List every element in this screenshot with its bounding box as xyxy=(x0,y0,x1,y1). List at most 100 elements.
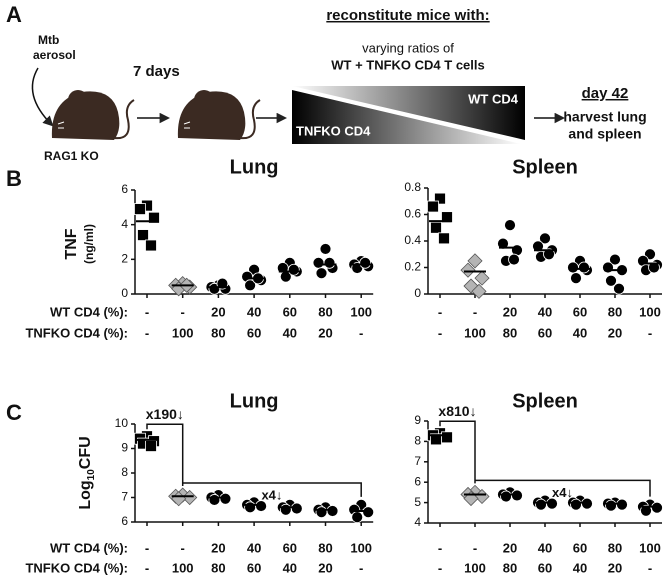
point xyxy=(471,283,487,299)
point xyxy=(441,211,453,224)
point xyxy=(290,502,303,515)
category-label: 80 xyxy=(608,304,622,319)
point xyxy=(315,506,328,519)
y-label-sub: 10 xyxy=(86,469,97,481)
category-label: - xyxy=(145,325,149,340)
y-tick-label: 8 xyxy=(414,434,421,448)
y-tick-label: 7 xyxy=(414,454,421,468)
category-label: 60 xyxy=(573,304,587,319)
point xyxy=(535,498,547,511)
category-label: 60 xyxy=(538,325,552,340)
mtb-label: Mtb xyxy=(38,33,59,47)
category-label: 20 xyxy=(211,304,225,319)
panel-label: A xyxy=(6,2,22,27)
category-label: - xyxy=(438,560,442,575)
category-label: 20 xyxy=(608,560,622,575)
category-label: - xyxy=(648,560,652,575)
row-label: WT CD4 (%): xyxy=(50,540,128,555)
category-label: - xyxy=(145,560,149,575)
y-tick-label: 5 xyxy=(414,495,421,509)
aerosol-arrow xyxy=(31,67,54,127)
annotation: x4↓ xyxy=(261,487,282,502)
category-label: 100 xyxy=(464,560,486,575)
category-label: - xyxy=(359,560,363,575)
point xyxy=(511,489,523,502)
strain-label: RAG1 KO xyxy=(44,149,99,163)
point xyxy=(244,279,257,292)
point xyxy=(508,253,520,266)
category-label: - xyxy=(438,325,442,340)
y-label-part: CFU xyxy=(77,436,94,469)
category-label: 80 xyxy=(211,325,225,340)
y-tick-label: 0.4 xyxy=(404,233,421,247)
point xyxy=(497,237,509,250)
y-tick-label: 9 xyxy=(121,441,128,455)
category-label: - xyxy=(438,304,442,319)
category-label: 80 xyxy=(318,540,332,555)
point xyxy=(134,203,146,215)
category-label: 40 xyxy=(538,304,552,319)
gradient-label: TNFKO CD4 xyxy=(296,123,371,138)
category-label: - xyxy=(438,540,442,555)
point xyxy=(362,506,375,519)
y-tick-label: 6 xyxy=(414,474,421,488)
point xyxy=(613,282,625,295)
category-label: 40 xyxy=(573,560,587,575)
category-label: 20 xyxy=(211,540,225,555)
category-label: 40 xyxy=(538,540,552,555)
mouse xyxy=(51,90,135,140)
point xyxy=(434,192,446,205)
point xyxy=(312,256,325,269)
y-axis-label: (ng/ml) xyxy=(82,224,96,264)
y-tick-label: 0.6 xyxy=(404,207,421,221)
point xyxy=(500,490,512,503)
point xyxy=(148,211,160,224)
category-label: 80 xyxy=(503,325,517,340)
point xyxy=(640,504,652,517)
point xyxy=(323,256,336,269)
chart-title: Lung xyxy=(230,156,279,178)
point xyxy=(430,221,442,234)
point xyxy=(287,263,300,276)
annotation: x190↓ xyxy=(146,406,184,422)
category-label: 40 xyxy=(247,540,261,555)
point xyxy=(351,511,364,523)
y-tick-label: 4 xyxy=(414,515,421,529)
annotation: x810↓ xyxy=(438,403,476,419)
panel-label: B xyxy=(6,166,22,191)
category-label: 80 xyxy=(608,540,622,555)
gradient-wt xyxy=(292,86,525,140)
category-label: 100 xyxy=(172,560,194,575)
chart-title: Spleen xyxy=(512,156,578,178)
category-label: 20 xyxy=(503,304,517,319)
y-label-part: Log xyxy=(77,480,94,509)
mtb-label: aerosol xyxy=(33,48,76,62)
y-tick-label: 2 xyxy=(121,252,128,266)
y-tick-label: 6 xyxy=(121,514,128,528)
category-label: 60 xyxy=(247,560,261,575)
heading: reconstitute mice with: xyxy=(326,7,489,24)
category-label: - xyxy=(181,304,185,319)
point xyxy=(581,497,593,510)
category-label: - xyxy=(359,325,363,340)
point xyxy=(567,261,579,274)
annotation: x4↓ xyxy=(552,485,573,500)
y-tick-label: 6 xyxy=(121,182,128,196)
category-label: - xyxy=(648,325,652,340)
category-label: - xyxy=(473,540,477,555)
point xyxy=(359,256,372,269)
category-label: - xyxy=(145,304,149,319)
point xyxy=(145,239,157,252)
description: WT + TNFKO CD4 T cells xyxy=(331,57,485,72)
point xyxy=(427,200,439,213)
category-label: 20 xyxy=(318,560,332,575)
y-tick-label: 0 xyxy=(121,286,128,300)
point xyxy=(279,503,292,516)
readout: harvest lung xyxy=(563,109,646,125)
category-label: 40 xyxy=(283,560,297,575)
category-label: 100 xyxy=(172,325,194,340)
point xyxy=(578,261,590,274)
y-tick-label: 9 xyxy=(414,413,421,427)
category-label: 60 xyxy=(573,540,587,555)
